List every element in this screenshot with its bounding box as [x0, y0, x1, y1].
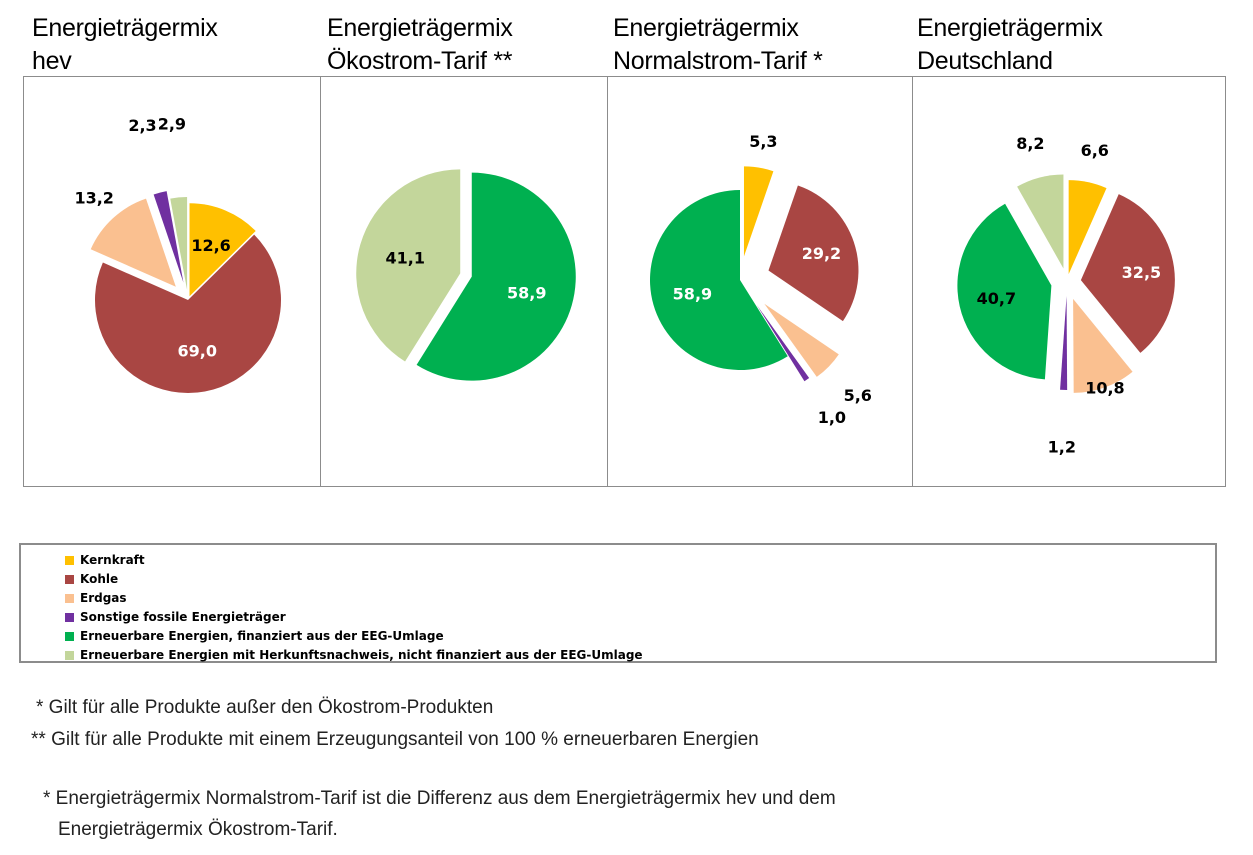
- pie-data-label: 5,6: [844, 386, 872, 405]
- title-line: Energieträgermix: [917, 14, 1103, 42]
- pie-data-label: 1,0: [818, 408, 846, 427]
- legend-label: Erdgas: [80, 591, 127, 605]
- pie-data-label: 40,7: [977, 289, 1016, 308]
- chart-title-deutschland: Energieträgermix Deutschland: [917, 12, 1103, 78]
- pie-slice: [1068, 180, 1107, 275]
- legend-item: Kernkraft: [65, 551, 145, 569]
- chart-title-hev: Energieträgermix hev: [32, 12, 218, 78]
- legend-item: Erneuerbare Energien, finanziert aus der…: [65, 627, 444, 645]
- footnote-difference-cont: Energieträgermix Ökostrom-Tarif.: [58, 819, 338, 840]
- footnote-oekostrom: ** Gilt für alle Produkte mit einem Erze…: [31, 729, 759, 750]
- pie-data-label: 69,0: [178, 341, 217, 360]
- pie-slice: [189, 203, 256, 297]
- pie-slice: [95, 234, 281, 393]
- legend-swatch: [65, 574, 74, 584]
- panel-divider: [912, 76, 913, 487]
- pie-slice: [764, 303, 839, 377]
- panel-divider: [320, 76, 321, 487]
- charts-frame: [23, 76, 1226, 487]
- pie-data-label: 58,9: [673, 285, 712, 304]
- pie-charts: 12,6 69,0 13,2 2,3 2,9 58,9 41,1 5,3 29,2 5,6 1,0 5…: [74, 114, 1175, 456]
- legend-swatch: [65, 612, 74, 622]
- legend-label: Erneuerbare Energien mit Herkunftsnachwe…: [80, 648, 643, 662]
- pie-data-label: 10,8: [1085, 378, 1124, 397]
- pie-slice: [756, 304, 810, 382]
- legend-label: Kernkraft: [80, 553, 145, 567]
- title-line: Energieträgermix: [32, 14, 218, 42]
- pie-slice: [416, 172, 576, 381]
- footnote-normalstrom: * Gilt für alle Produkte außer den Ökost…: [36, 697, 494, 718]
- pie-slice: [650, 190, 788, 371]
- pie-data-label: 58,9: [507, 283, 546, 302]
- chart-title-normalstrom: Energieträgermix Normalstrom-Tarif *: [613, 12, 823, 78]
- pie-slice: [1060, 295, 1068, 390]
- legend-swatch: [65, 650, 74, 660]
- legend-item: Erdgas: [65, 589, 127, 607]
- footnote-difference: * Energieträgermix Normalstrom-Tarif ist…: [43, 788, 836, 809]
- pie-slice: [957, 203, 1052, 380]
- title-line: Normalstrom-Tarif *: [613, 47, 823, 75]
- pie-slice: [1080, 194, 1175, 353]
- pie-data-label: 6,6: [1081, 141, 1109, 160]
- title-line: Deutschland: [917, 47, 1053, 75]
- pie-data-label: 41,1: [386, 249, 425, 268]
- pie-slice: [768, 185, 859, 322]
- chart-title-oekostrom: Energieträgermix Ökostrom-Tarif **: [327, 12, 513, 78]
- pie-data-label: 12,6: [191, 236, 230, 255]
- pie-slice: [1017, 174, 1064, 269]
- legend-label: Erneuerbare Energien, finanziert aus der…: [80, 629, 444, 643]
- panel-divider: [607, 76, 608, 487]
- pie-slice: [356, 169, 461, 362]
- legend-label: Sonstige fossile Energieträger: [80, 610, 286, 624]
- legend-item: Erneuerbare Energien mit Herkunftsnachwe…: [65, 646, 643, 664]
- legend-item: Kohle: [65, 570, 118, 588]
- legend-label: Kohle: [80, 572, 119, 586]
- title-line: Energieträgermix: [327, 14, 513, 42]
- pie-data-label: 13,2: [74, 189, 113, 208]
- pie-slice: [170, 197, 188, 291]
- legend: Kernkraft Kohle Erdgas Sonstige fossile …: [19, 543, 1217, 663]
- pie-data-label: 29,2: [802, 244, 841, 263]
- title-line: Energieträgermix: [613, 14, 799, 42]
- title-line: Ökostrom-Tarif **: [327, 47, 513, 75]
- legend-item: Sonstige fossile Energieträger: [65, 608, 286, 626]
- pie-slice: [153, 191, 184, 283]
- pie-data-label: 1,2: [1048, 437, 1076, 456]
- legend-swatch: [65, 555, 74, 565]
- pie-data-label: 2,9: [158, 114, 186, 133]
- pie-data-label: 32,5: [1122, 263, 1161, 282]
- pie-data-label: 2,3: [128, 116, 156, 135]
- legend-swatch: [65, 593, 74, 603]
- pie-slice: [743, 166, 774, 257]
- pie-slice: [90, 198, 176, 287]
- title-line: hev: [32, 47, 72, 75]
- pie-data-label: 8,2: [1016, 134, 1044, 153]
- pie-slice: [1073, 298, 1133, 393]
- pie-data-label: 5,3: [749, 132, 777, 151]
- legend-swatch: [65, 631, 74, 641]
